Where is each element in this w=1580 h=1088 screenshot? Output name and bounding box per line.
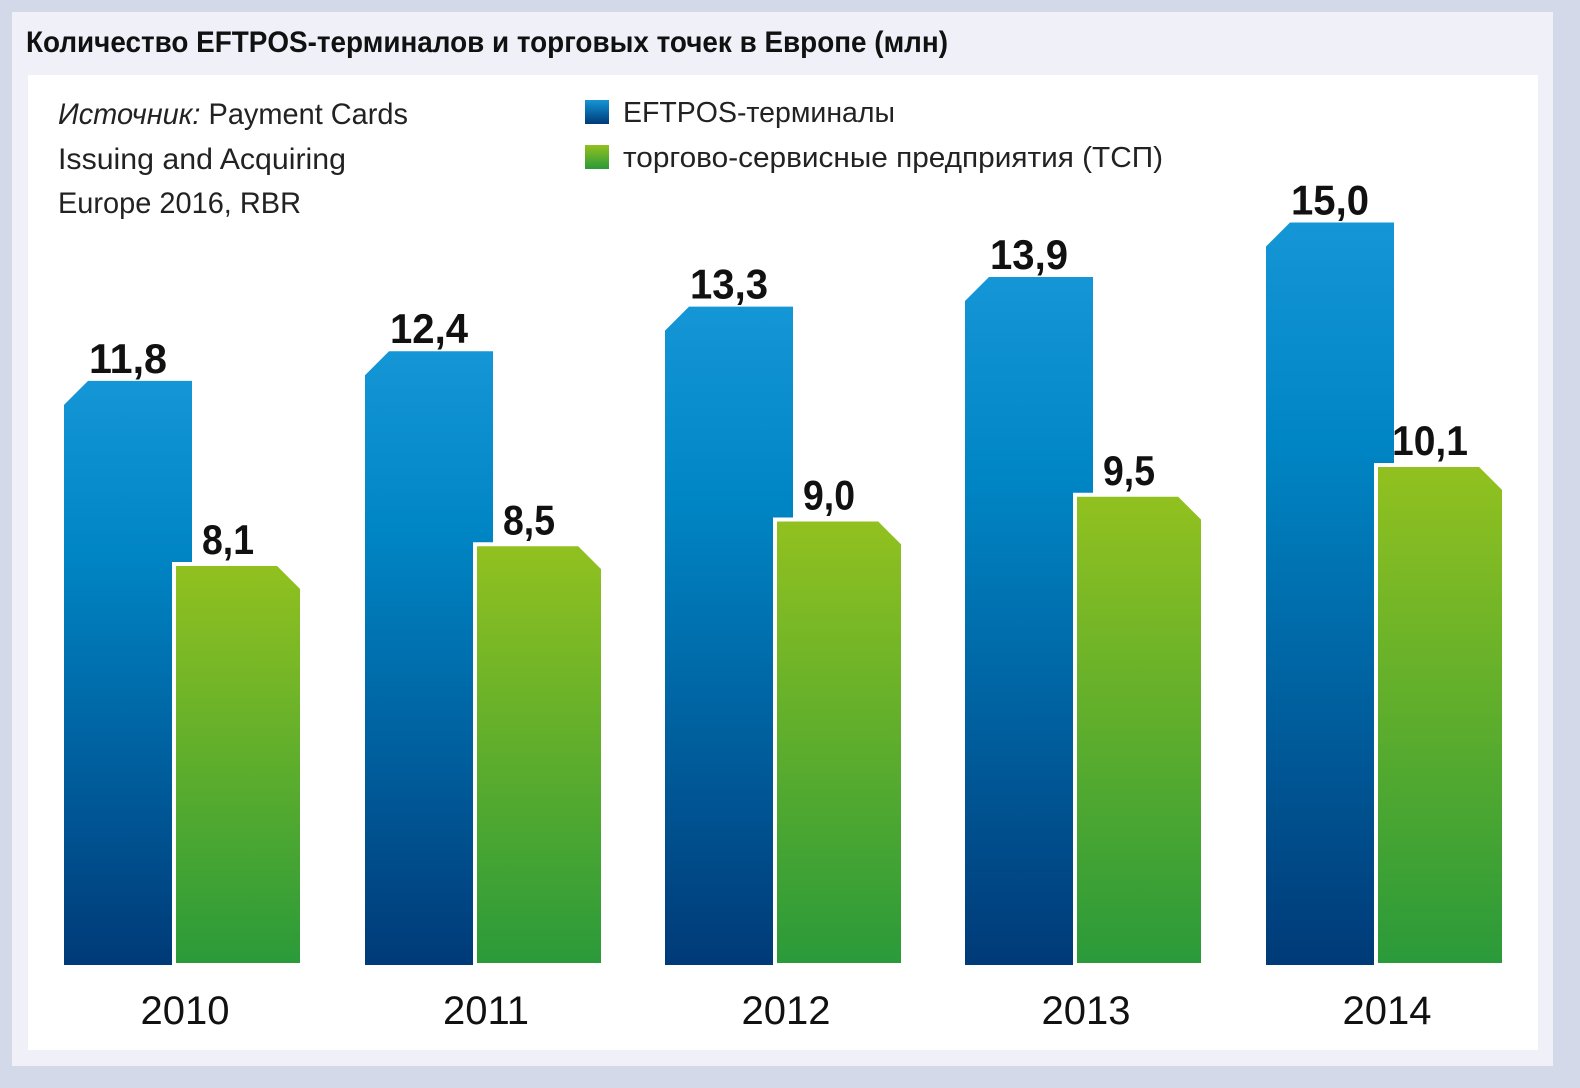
bar-merchants-2014 [1374,463,1506,967]
x-tick-label-2013: 2013 [1042,989,1131,1033]
value-label-merchants-2010: 8,1 [202,516,254,563]
value-label-merchants-2011: 8,5 [503,496,555,543]
bars: 11,8 8,1 2010 12,4 8,5 2011 13,3 9,0 2012 13,9 9,5… [64,177,1506,1033]
value-label-merchants-2012: 9,0 [803,472,855,519]
legend-swatch-merchants [585,145,609,169]
bar-group-2012: 13,3 9,0 2012 [665,261,905,1033]
bar-group-2011: 12,4 8,5 2011 [365,305,605,1033]
x-tick-label-2011: 2011 [443,989,529,1033]
x-tick-label-2014: 2014 [1343,989,1432,1033]
value-label-eftpos-2010: 11,8 [89,335,167,382]
source-text: Payment Cards [209,98,408,131]
bar-eftpos-2012 [665,306,793,965]
value-label-merchants-2014: 10,1 [1392,417,1468,464]
value-label-eftpos-2013: 13,9 [990,231,1068,278]
x-tick-label-2010: 2010 [141,989,230,1033]
bar-eftpos-2010 [64,380,192,965]
value-label-eftpos-2014: 15,0 [1291,177,1369,224]
source-label: Источник: [58,98,200,131]
bar-merchants-2010 [172,562,304,967]
source-line-1: Источник: Payment Cards [58,98,408,131]
chart-title: Количество EFTPOS-терминалов и торговых … [26,26,948,59]
bar-group-2014: 15,0 10,1 2014 [1266,177,1506,1033]
source-line-2: Issuing and Acquiring [58,143,346,176]
value-label-merchants-2013: 9,5 [1103,447,1155,494]
legend-label-eftpos: EFTPOS-терминалы [623,97,895,129]
legend-label-merchants: торгово-сервисные предприятия (ТСП) [623,142,1163,174]
bar-group-2013: 13,9 9,5 2013 [965,231,1205,1033]
bar-merchants-2012 [773,517,905,967]
bar-eftpos-2013 [965,276,1093,965]
legend-swatch-eftpos [585,100,609,124]
value-label-eftpos-2011: 12,4 [390,305,469,352]
legend: EFTPOS-терминалы торгово-сервисные предп… [585,97,1163,174]
bar-merchants-2013 [1073,492,1205,967]
bar-merchants-2011 [473,542,605,967]
x-tick-label-2012: 2012 [742,989,831,1033]
bar-group-2010: 11,8 8,1 2010 [64,335,304,1033]
bar-eftpos-2014 [1266,222,1394,965]
source-line-3: Europe 2016, RBR [58,187,301,220]
bar-eftpos-2011 [365,351,493,965]
value-label-eftpos-2012: 13,3 [690,261,768,308]
